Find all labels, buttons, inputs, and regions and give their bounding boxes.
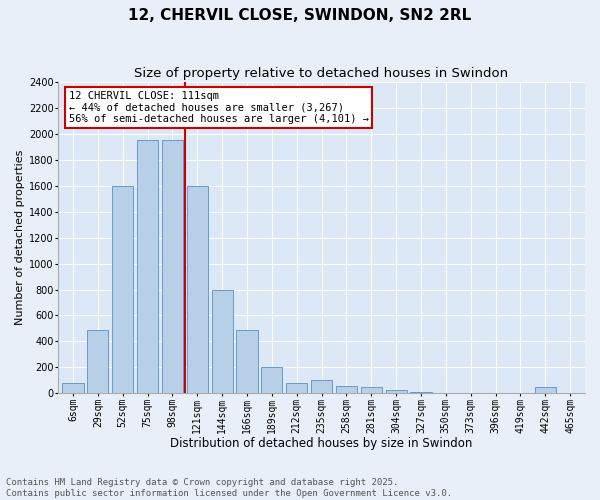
Bar [410,392,431,394]
Bar [162,140,183,394]
Bar [87,330,109,394]
Bar [236,330,257,394]
Bar [62,383,83,394]
Bar [560,393,581,394]
Bar [212,290,233,394]
X-axis label: Distribution of detached houses by size in Swindon: Distribution of detached houses by size … [170,437,473,450]
Bar [535,387,556,394]
Bar [187,186,208,394]
Bar [286,383,307,394]
Bar [311,380,332,394]
Bar [485,393,506,394]
Bar [137,140,158,394]
Title: Size of property relative to detached houses in Swindon: Size of property relative to detached ho… [134,68,509,80]
Bar [435,393,457,394]
Text: 12 CHERVIL CLOSE: 111sqm
← 44% of detached houses are smaller (3,267)
56% of sem: 12 CHERVIL CLOSE: 111sqm ← 44% of detach… [68,91,368,124]
Bar [336,386,357,394]
Bar [386,390,407,394]
Bar [112,186,133,394]
Bar [361,387,382,394]
Bar [510,393,531,394]
Y-axis label: Number of detached properties: Number of detached properties [15,150,25,325]
Bar [460,393,481,394]
Text: 12, CHERVIL CLOSE, SWINDON, SN2 2RL: 12, CHERVIL CLOSE, SWINDON, SN2 2RL [128,8,472,22]
Bar [261,368,283,394]
Text: Contains HM Land Registry data © Crown copyright and database right 2025.
Contai: Contains HM Land Registry data © Crown c… [6,478,452,498]
